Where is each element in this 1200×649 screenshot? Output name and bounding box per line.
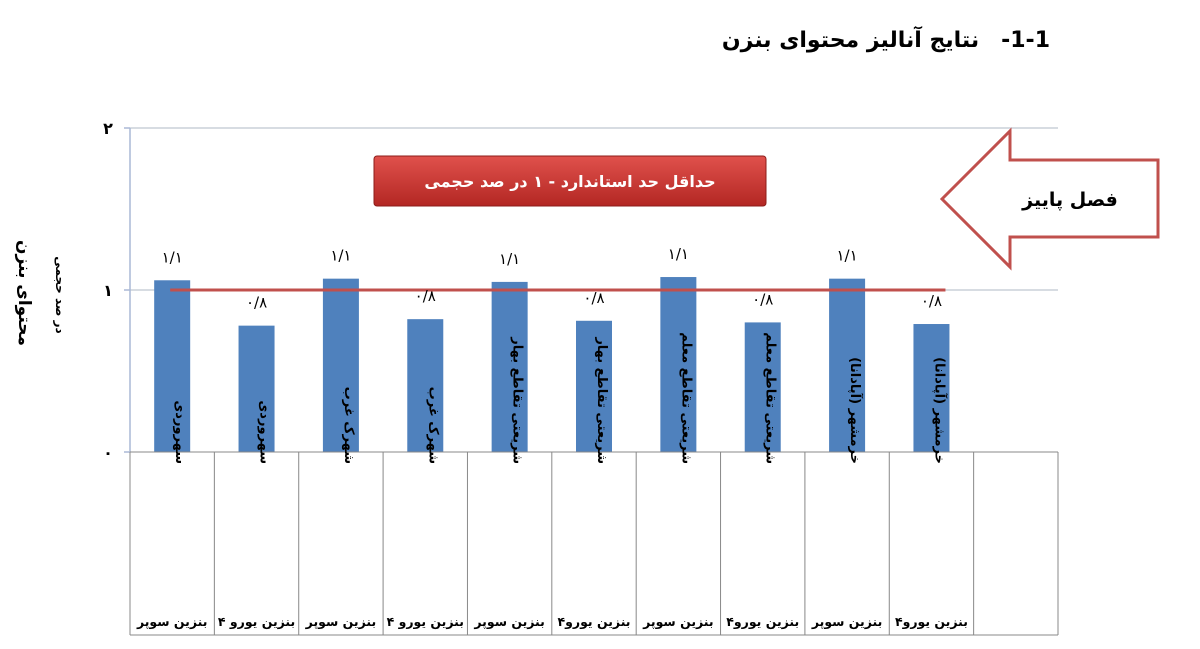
data-label: ۱/۱ xyxy=(162,248,183,266)
heading-title: نتایج آنالیز محتوای بنزن xyxy=(721,28,980,53)
category-fuel-label: بنزین سوپر xyxy=(136,614,207,629)
category-fuel-label: بنزین سوپر xyxy=(811,614,882,629)
heading-number: 1-1- xyxy=(1001,28,1050,53)
season-arrow-shape xyxy=(939,127,1160,271)
category-location-label: خرمشهر (آپادانا) xyxy=(931,357,948,464)
category-location-label: شریعتی تقاطع معلم xyxy=(763,332,778,464)
data-label: ۱/۱ xyxy=(499,250,520,268)
season-arrow-text: فصل پاییز xyxy=(1021,189,1118,211)
data-label: ۱/۱ xyxy=(668,245,689,263)
category-fuel-label: بنزین سوپر xyxy=(305,614,376,629)
category-location-label: شریعتی تقاطع معلم xyxy=(678,332,693,464)
category-fuel-label: بنزین سوپر xyxy=(473,614,544,629)
data-label: ۱/۱ xyxy=(837,247,858,265)
category-fuel-label: بنزین سوپر xyxy=(642,614,713,629)
standard-callout-text: حداقل حد استاندارد - ۱ در صد حجمی xyxy=(424,172,715,191)
bar xyxy=(322,278,359,452)
category-fuel-label: بنزین یورو۴ xyxy=(726,614,799,629)
bar xyxy=(744,322,781,452)
y-tick-label: ۰ xyxy=(103,443,113,462)
standard-callout-box xyxy=(373,155,767,207)
category-fuel-label: بنزین یورو ۴ xyxy=(387,614,464,629)
category-location-label: شهرک غرب xyxy=(341,387,356,464)
data-label: ۱/۱ xyxy=(330,247,351,265)
y-tick-label: ۲ xyxy=(103,119,113,138)
data-label: ۰/۸ xyxy=(415,287,436,305)
category-location-label: شریعتی تقاطع بهار xyxy=(510,336,525,464)
bar xyxy=(491,281,528,452)
category-location-label: شریعتی تقاطع بهار xyxy=(594,336,609,464)
y-tick-label: ۱ xyxy=(103,281,113,300)
bar xyxy=(913,324,950,452)
category-fuel-label: بنزین یورو ۴ xyxy=(218,614,295,629)
bar xyxy=(407,319,444,452)
bar xyxy=(829,278,866,452)
category-location-label: سهروردی xyxy=(257,400,272,464)
category-fuel-label: بنزین یورو۴ xyxy=(895,614,968,629)
category-location-label: خرمشهر (آپادانا) xyxy=(847,357,864,464)
category-fuel-label: بنزین یورو۴ xyxy=(557,614,630,629)
data-label: ۰/۸ xyxy=(752,290,773,308)
bar xyxy=(154,280,191,452)
page-heading: 1-1- نتایج آنالیز محتوای بنزن xyxy=(722,28,1050,53)
data-label: ۰/۸ xyxy=(246,294,267,312)
bar xyxy=(576,320,612,452)
category-location-label: سهروردی xyxy=(172,400,187,464)
bar xyxy=(660,277,697,452)
data-label: ۰/۸ xyxy=(921,292,942,310)
bar xyxy=(238,325,275,452)
data-label: ۰/۸ xyxy=(583,289,604,307)
category-location-label: شهرک غرب xyxy=(425,387,440,464)
